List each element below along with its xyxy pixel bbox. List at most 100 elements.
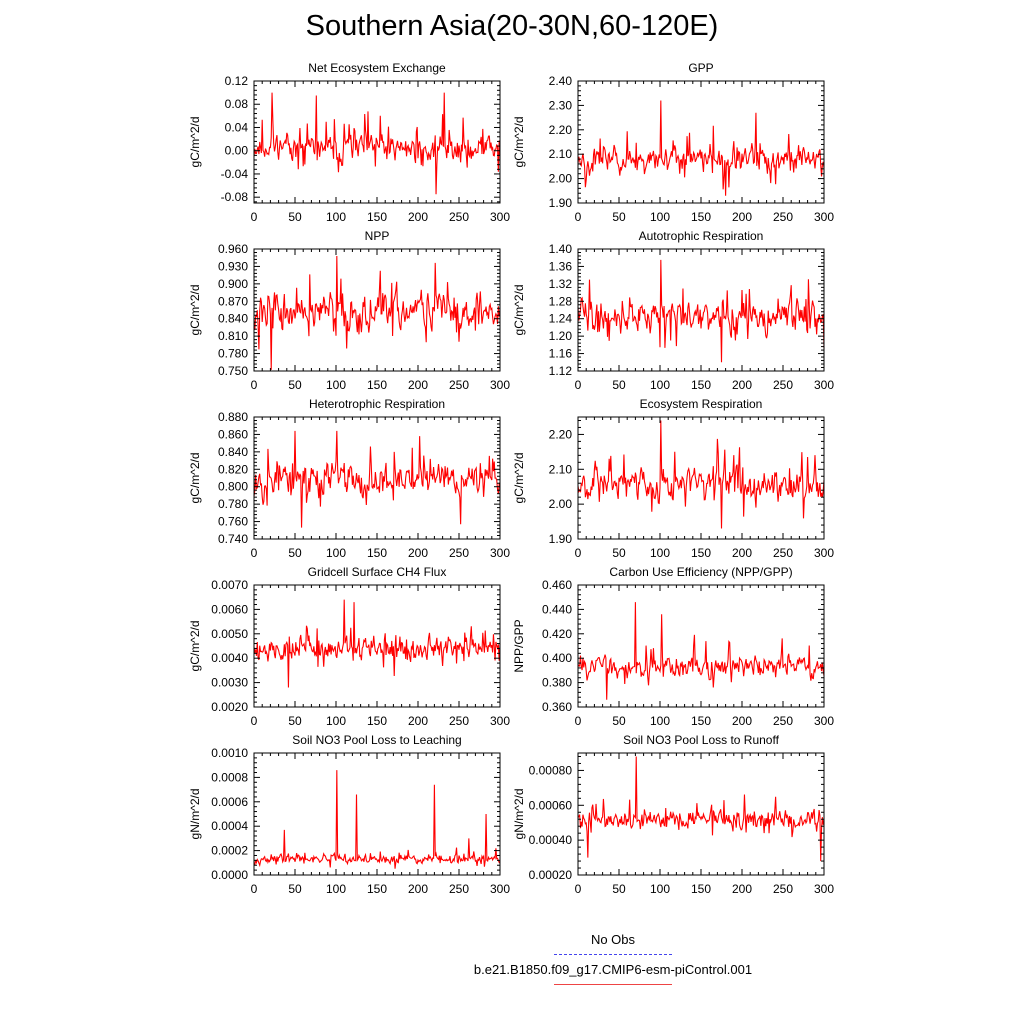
- y-tick-label: 0.900: [218, 277, 248, 291]
- y-tick-label: 0.0004: [211, 819, 248, 833]
- x-tick-label: 300: [490, 882, 510, 896]
- x-tick-label: 100: [326, 714, 346, 728]
- x-tick-label: 250: [773, 882, 793, 896]
- series-line: [577, 602, 825, 700]
- x-tick-label: 50: [612, 714, 626, 728]
- series-line: [253, 430, 501, 528]
- y-tick-label: 1.90: [549, 196, 573, 210]
- x-tick-label: 150: [691, 210, 711, 224]
- y-tick-label: 0.00040: [529, 833, 573, 847]
- x-tick-label: 250: [449, 882, 469, 896]
- y-tick-label: 0.00: [225, 144, 249, 158]
- x-tick-label: 200: [732, 378, 752, 392]
- x-tick-label: 100: [650, 882, 670, 896]
- y-tick-label: 1.36: [549, 259, 573, 273]
- x-tick-label: 150: [367, 378, 387, 392]
- y-tick-label: -0.08: [221, 190, 249, 204]
- x-tick-label: 100: [650, 714, 670, 728]
- y-tick-label: 0.960: [218, 242, 248, 256]
- y-tick-label: 2.30: [549, 98, 573, 112]
- y-tick-label: 0.0050: [211, 627, 248, 641]
- x-tick-label: 0: [575, 882, 582, 896]
- y-tick-label: 0.0030: [211, 676, 248, 690]
- panel-ylabel: gC/m^2/d: [512, 117, 526, 168]
- x-tick-label: 50: [612, 546, 626, 560]
- panel-title: GPP: [688, 61, 713, 75]
- panel-title: Soil NO3 Pool Loss to Runoff: [623, 733, 780, 747]
- y-tick-label: 0.760: [218, 515, 248, 529]
- series-line: [253, 770, 501, 869]
- plot-frame: [253, 416, 501, 540]
- panel-3: NPP gC/m^2/d 0 50 100 150 200 250 300 0.750 0.780 0…: [188, 229, 510, 392]
- x-tick-label: 150: [691, 546, 711, 560]
- y-tick-label: 0.420: [542, 627, 572, 641]
- series-line: [577, 259, 825, 363]
- x-tick-label: 300: [490, 546, 510, 560]
- panel-7: Gridcell Surface CH4 Flux gC/m^2/d 0 50 100 1…: [188, 565, 510, 728]
- x-tick-label: 200: [408, 882, 428, 896]
- x-tick-label: 300: [814, 378, 834, 392]
- panel-title: Carbon Use Efficiency (NPP/GPP): [609, 565, 792, 579]
- panel-ylabel: NPP/GPP: [512, 619, 526, 672]
- plot-frame: [577, 80, 825, 204]
- y-tick-label: 0.0008: [211, 770, 248, 784]
- plot-frame: [253, 584, 501, 708]
- x-tick-label: 300: [490, 378, 510, 392]
- x-tick-label: 200: [408, 714, 428, 728]
- panel-ylabel: gN/m^2/d: [188, 789, 202, 840]
- x-tick-label: 0: [575, 714, 582, 728]
- y-tick-label: 0.750: [218, 364, 248, 378]
- x-tick-label: 250: [449, 378, 469, 392]
- panel-ylabel: gC/m^2/d: [188, 285, 202, 336]
- panel-title: Net Ecosystem Exchange: [308, 61, 446, 75]
- y-tick-label: 0.870: [218, 294, 248, 308]
- y-tick-label: 1.16: [549, 347, 573, 361]
- panel-title: Heterotrophic Respiration: [309, 397, 445, 411]
- panel-title: Soil NO3 Pool Loss to Leaching: [292, 733, 461, 747]
- y-tick-label: 0.12: [225, 74, 249, 88]
- y-tick-label: 1.12: [549, 364, 573, 378]
- x-tick-label: 50: [288, 546, 302, 560]
- x-tick-label: 300: [814, 882, 834, 896]
- y-tick-label: 0.800: [218, 480, 248, 494]
- y-tick-label: 0.380: [542, 676, 572, 690]
- y-tick-label: 1.24: [549, 312, 573, 326]
- series-line: [577, 756, 825, 862]
- series-line: [253, 255, 501, 370]
- y-tick-label: 0.780: [218, 347, 248, 361]
- x-tick-label: 300: [490, 714, 510, 728]
- panel-4: Autotrophic Respiration gC/m^2/d 0 50 100 150…: [512, 229, 834, 392]
- x-tick-label: 250: [773, 546, 793, 560]
- panel-ylabel: gC/m^2/d: [188, 117, 202, 168]
- y-tick-label: 0.0020: [211, 700, 248, 714]
- page-title: Southern Asia(20-30N,60-120E): [305, 10, 719, 42]
- y-tick-label: 2.20: [549, 123, 573, 137]
- x-tick-label: 100: [326, 882, 346, 896]
- x-tick-label: 0: [575, 546, 582, 560]
- y-tick-label: 0.0002: [211, 844, 248, 858]
- x-tick-label: 300: [814, 546, 834, 560]
- y-tick-label: 0.810: [218, 329, 248, 343]
- x-tick-label: 200: [732, 210, 752, 224]
- legend-line-model: [554, 984, 672, 985]
- y-tick-label: 1.40: [549, 242, 573, 256]
- panel-5: Heterotrophic Respiration gC/m^2/d 0 50 100 1…: [188, 397, 510, 560]
- x-tick-label: 300: [814, 714, 834, 728]
- series-line: [577, 420, 825, 529]
- x-tick-label: 50: [288, 714, 302, 728]
- panel-2: GPP gC/m^2/d 0 50 100 150 200 250 300 1.90 2.00 2.1…: [512, 61, 834, 224]
- x-tick-label: 250: [449, 210, 469, 224]
- x-tick-label: 100: [650, 546, 670, 560]
- x-tick-label: 50: [612, 882, 626, 896]
- x-tick-label: 150: [367, 882, 387, 896]
- y-tick-label: 0.780: [218, 497, 248, 511]
- x-tick-label: 250: [449, 546, 469, 560]
- y-tick-label: 0.00080: [529, 763, 573, 777]
- y-tick-label: 0.840: [218, 445, 248, 459]
- x-tick-label: 100: [326, 546, 346, 560]
- panel-ylabel: gC/m^2/d: [188, 621, 202, 672]
- x-tick-label: 100: [650, 378, 670, 392]
- panel-8: Carbon Use Efficiency (NPP/GPP) NPP/GPP 0 5…: [512, 565, 834, 728]
- x-tick-label: 150: [691, 882, 711, 896]
